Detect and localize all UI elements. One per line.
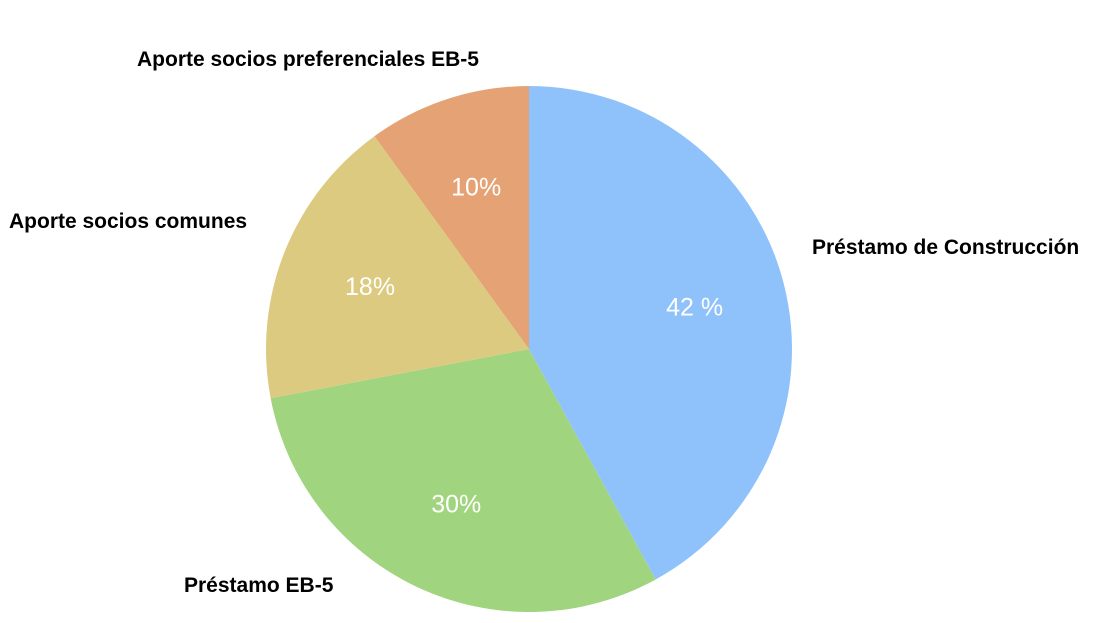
label-prestamo-construccion: Préstamo de Construcción bbox=[812, 236, 1079, 259]
category-labels: Préstamo de Construcción Préstamo EB-5 A… bbox=[9, 48, 1079, 597]
percentage-labels: 42 % 30% 18% 10% bbox=[345, 173, 723, 518]
pct-label-prestamo-construccion: 42 % bbox=[666, 293, 723, 321]
pct-label-aporte-socios-preferenciales: 10% bbox=[451, 173, 501, 201]
slice-prestamo-construccion bbox=[529, 86, 792, 580]
label-aporte-socios-preferenciales: Aporte socios preferenciales EB-5 bbox=[137, 48, 479, 71]
slice-aporte-socios-comunes bbox=[266, 136, 529, 399]
pct-label-prestamo-eb5: 30% bbox=[431, 491, 481, 519]
slice-prestamo-eb5 bbox=[270, 349, 656, 612]
label-aporte-socios-comunes: Aporte socios comunes bbox=[9, 210, 247, 233]
label-prestamo-eb5: Préstamo EB-5 bbox=[184, 574, 334, 597]
pie-slices bbox=[266, 86, 792, 612]
pct-label-aporte-socios-comunes: 18% bbox=[345, 273, 395, 301]
slice-aporte-socios-preferenciales bbox=[374, 86, 529, 349]
